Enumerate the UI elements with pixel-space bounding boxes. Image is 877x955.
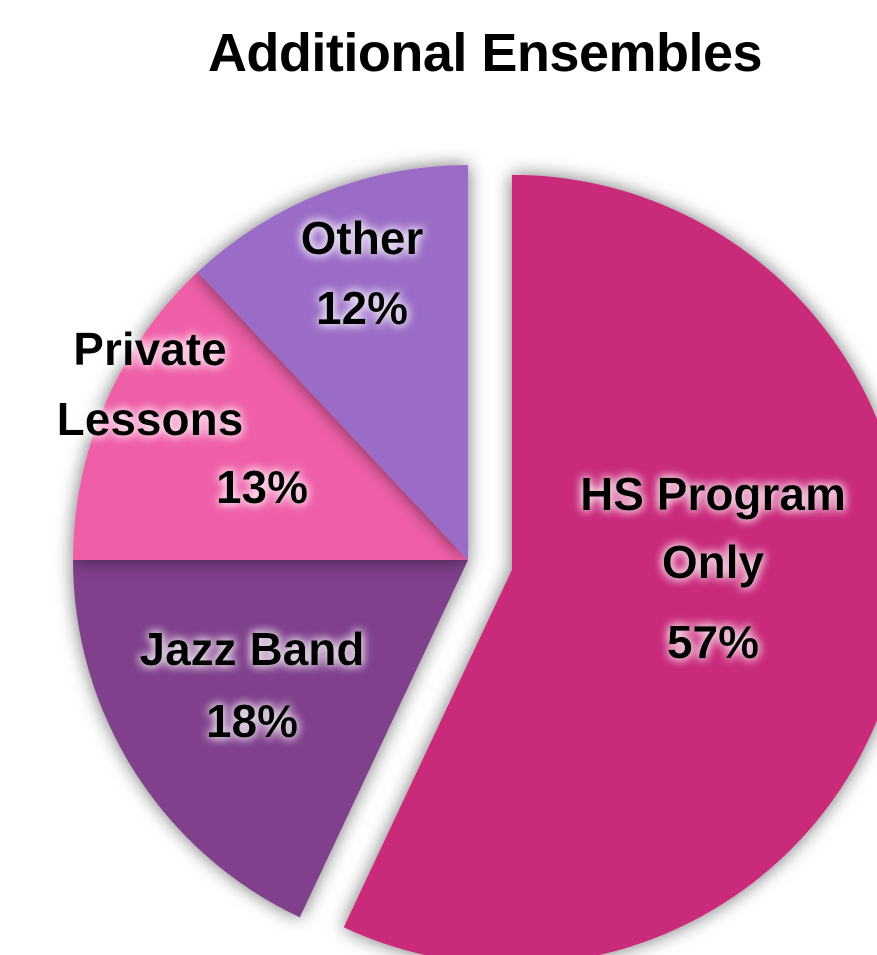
slice-label-other: Other 12% bbox=[301, 212, 424, 334]
chart-title: Additional Ensembles bbox=[207, 23, 763, 83]
slice-label-line: HS Program bbox=[580, 468, 846, 520]
slice-value-label: 12% bbox=[316, 282, 408, 334]
slice-value-label: 18% bbox=[206, 695, 298, 747]
slice-label-jazz-band: Jazz Band 18% bbox=[140, 623, 365, 747]
slice-label-line: Private bbox=[73, 323, 226, 375]
slice-value-label: 57% bbox=[667, 616, 759, 668]
pie-slice-hs-program-only bbox=[343, 174, 877, 955]
slice-label-line: Jazz Band bbox=[140, 623, 365, 675]
slice-label-line: Other bbox=[301, 212, 424, 264]
pie-slice-jazz-band bbox=[73, 560, 468, 918]
slice-label-line: Only bbox=[662, 536, 765, 588]
slice-label-line: Lessons bbox=[57, 393, 244, 445]
slice-value-label: 13% bbox=[216, 461, 308, 513]
slice-label-private-lessons: Private Lessons 13% bbox=[57, 323, 308, 513]
pie-slice-other bbox=[197, 165, 469, 560]
pie-slice-private-lessons bbox=[73, 272, 468, 560]
slice-label-hs-program-only: HS Program Only 57% bbox=[580, 468, 846, 668]
